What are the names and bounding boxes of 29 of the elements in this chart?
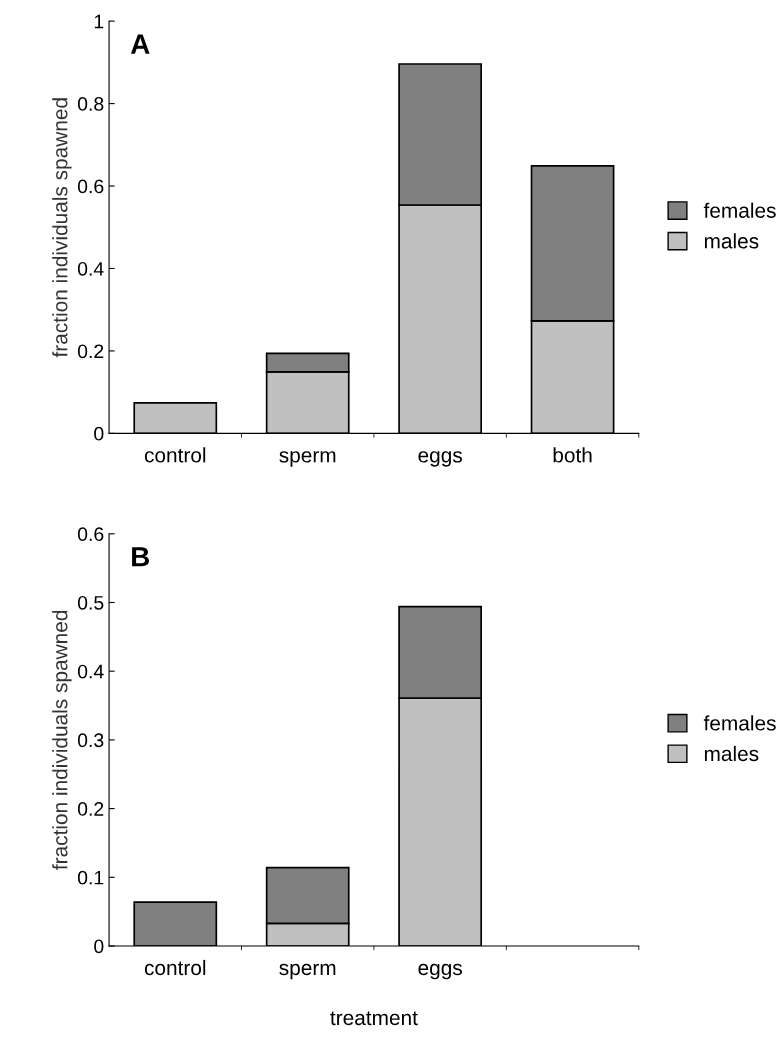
y-tick-label: 0.5 — [77, 595, 104, 610]
y-tick-label: 0.2 — [77, 802, 104, 816]
chart-title: A — [130, 34, 150, 54]
y-tick-label: 0.6 — [77, 179, 104, 194]
y-tick-label: 0.4 — [77, 261, 104, 276]
y-tick-label: 0 — [94, 426, 104, 441]
chart-title: B — [132, 547, 150, 567]
legend-label: females — [703, 202, 776, 218]
x-tick-label: eggs — [418, 963, 462, 980]
y-tick-label: 0.2 — [77, 344, 104, 359]
x-tick-label: eggs — [418, 451, 462, 467]
y-tick-label: 0.8 — [77, 97, 104, 111]
x-tick-label: control — [144, 447, 206, 463]
y-axis-title: fraction individuals spawned — [52, 98, 72, 358]
y-tick-label: 0.6 — [77, 527, 104, 542]
y-axis-title: fraction individuals spawned — [52, 610, 72, 870]
y-tick-label: 0.3 — [77, 733, 104, 748]
y-tick-label: 0.1 — [77, 870, 104, 885]
y-tick-label: 0.4 — [77, 664, 104, 679]
x-tick-label: sperm — [279, 963, 336, 980]
x-tick-label: sperm — [279, 451, 336, 467]
legend-label: females — [703, 715, 776, 731]
y-tick-label: 1 — [94, 14, 104, 29]
legend-label: males — [704, 745, 759, 762]
y-tick-label: 0 — [94, 939, 104, 954]
x-tick-label: control — [144, 959, 206, 976]
legend-label: males — [704, 233, 759, 249]
x-axis-title: treatment — [330, 1011, 418, 1026]
x-tick-label: both — [553, 447, 592, 463]
